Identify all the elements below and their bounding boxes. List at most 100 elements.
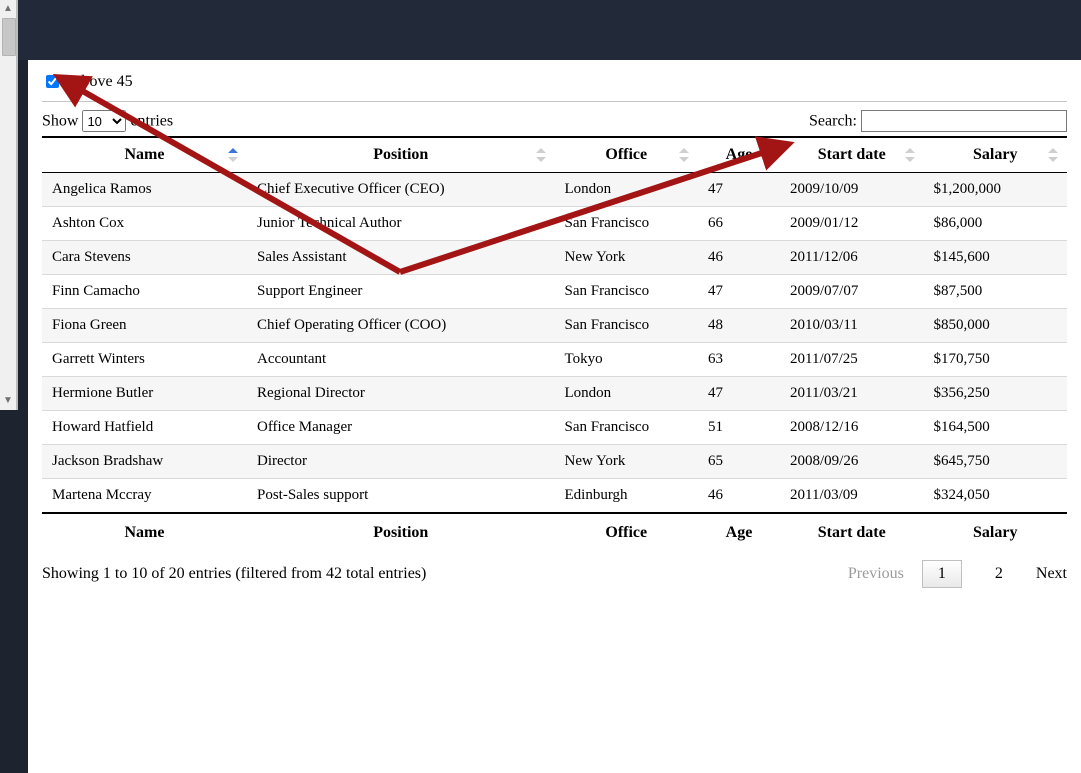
cell-salary: $1,200,000 xyxy=(924,173,1068,207)
col-footer: Office xyxy=(555,513,699,552)
sort-icon xyxy=(535,148,547,162)
cell-name: Ashton Cox xyxy=(42,207,247,241)
cell-start: 2009/10/09 xyxy=(780,173,924,207)
cell-age: 51 xyxy=(698,411,780,445)
sort-icon xyxy=(1047,148,1059,162)
top-banner xyxy=(18,0,1081,60)
filter-label-above45[interactable]: Above 45 xyxy=(70,73,133,91)
cell-age: 46 xyxy=(698,241,780,275)
col-footer: Start date xyxy=(780,513,924,552)
sort-icon xyxy=(227,148,239,162)
cell-pos: Junior Technical Author xyxy=(247,207,555,241)
cell-pos: Director xyxy=(247,445,555,479)
cell-office: San Francisco xyxy=(555,207,699,241)
sort-icon xyxy=(678,148,690,162)
col-header-label: Position xyxy=(373,146,428,163)
col-footer: Age xyxy=(698,513,780,552)
cell-start: 2008/12/16 xyxy=(780,411,924,445)
length-select[interactable]: 102550100 xyxy=(82,110,126,132)
cell-name: Angelica Ramos xyxy=(42,173,247,207)
table-row: Hermione ButlerRegional DirectorLondon47… xyxy=(42,377,1067,411)
scroll-up-btn[interactable]: ▲ xyxy=(0,0,16,18)
cell-salary: $164,500 xyxy=(924,411,1068,445)
page-number-2[interactable]: 2 xyxy=(980,561,1018,587)
cell-age: 47 xyxy=(698,377,780,411)
cell-name: Jackson Bradshaw xyxy=(42,445,247,479)
col-header-office[interactable]: Office xyxy=(555,137,699,173)
col-header-age[interactable]: Age xyxy=(698,137,780,173)
cell-start: 2009/07/07 xyxy=(780,275,924,309)
pagination: Previous 12 Next xyxy=(848,560,1067,588)
col-header-name[interactable]: Name xyxy=(42,137,247,173)
cell-name: Garrett Winters xyxy=(42,343,247,377)
table-row: Fiona GreenChief Operating Officer (COO)… xyxy=(42,309,1067,343)
cell-pos: Sales Assistant xyxy=(247,241,555,275)
cell-office: New York xyxy=(555,241,699,275)
filter-checkbox-above45[interactable] xyxy=(46,75,59,88)
cell-salary: $850,000 xyxy=(924,309,1068,343)
cell-age: 48 xyxy=(698,309,780,343)
data-table: NamePositionOfficeAgeStart dateSalary An… xyxy=(42,136,1067,552)
cell-salary: $645,750 xyxy=(924,445,1068,479)
cell-start: 2009/01/12 xyxy=(780,207,924,241)
col-header-start[interactable]: Start date xyxy=(780,137,924,173)
cell-age: 65 xyxy=(698,445,780,479)
cell-age: 47 xyxy=(698,173,780,207)
cell-age: 47 xyxy=(698,275,780,309)
cell-office: San Francisco xyxy=(555,309,699,343)
cell-name: Fiona Green xyxy=(42,309,247,343)
cell-office: San Francisco xyxy=(555,411,699,445)
table-row: Howard HatfieldOffice ManagerSan Francis… xyxy=(42,411,1067,445)
cell-name: Howard Hatfield xyxy=(42,411,247,445)
col-header-label: Salary xyxy=(973,146,1017,163)
cell-salary: $170,750 xyxy=(924,343,1068,377)
cell-salary: $356,250 xyxy=(924,377,1068,411)
col-header-pos[interactable]: Position xyxy=(247,137,555,173)
sort-icon xyxy=(904,148,916,162)
cell-salary: $86,000 xyxy=(924,207,1068,241)
search-label: Search: xyxy=(809,113,857,130)
scroll-down-btn[interactable]: ▼ xyxy=(0,392,16,410)
cell-office: London xyxy=(555,173,699,207)
cell-start: 2010/03/11 xyxy=(780,309,924,343)
search-input[interactable] xyxy=(861,110,1067,132)
cell-start: 2011/07/25 xyxy=(780,343,924,377)
cell-name: Martena Mccray xyxy=(42,479,247,514)
cell-start: 2008/09/26 xyxy=(780,445,924,479)
cell-pos: Chief Operating Officer (COO) xyxy=(247,309,555,343)
page-number-1[interactable]: 1 xyxy=(922,560,962,588)
cell-name: Cara Stevens xyxy=(42,241,247,275)
cell-salary: $145,600 xyxy=(924,241,1068,275)
page-scrollbar[interactable]: ▲ ▼ xyxy=(0,0,18,410)
cell-office: New York xyxy=(555,445,699,479)
page-prev[interactable]: Previous xyxy=(848,565,904,583)
length-prefix: Show xyxy=(42,113,78,130)
cell-office: San Francisco xyxy=(555,275,699,309)
page-next[interactable]: Next xyxy=(1036,565,1067,583)
table-row: Martena MccrayPost-Sales supportEdinburg… xyxy=(42,479,1067,514)
table-row: Garrett WintersAccountantTokyo632011/07/… xyxy=(42,343,1067,377)
col-footer: Name xyxy=(42,513,247,552)
cell-pos: Accountant xyxy=(247,343,555,377)
col-header-label: Office xyxy=(605,146,647,163)
table-row: Cara StevensSales AssistantNew York46201… xyxy=(42,241,1067,275)
table-row: Ashton CoxJunior Technical AuthorSan Fra… xyxy=(42,207,1067,241)
cell-start: 2011/03/09 xyxy=(780,479,924,514)
col-header-salary[interactable]: Salary xyxy=(924,137,1068,173)
scroll-thumb[interactable] xyxy=(2,18,16,56)
cell-office: London xyxy=(555,377,699,411)
cell-pos: Regional Director xyxy=(247,377,555,411)
col-footer: Salary xyxy=(924,513,1068,552)
length-control: Show 102550100 entries xyxy=(42,110,173,132)
table-row: Finn CamachoSupport EngineerSan Francisc… xyxy=(42,275,1067,309)
cell-age: 63 xyxy=(698,343,780,377)
cell-name: Finn Camacho xyxy=(42,275,247,309)
cell-pos: Support Engineer xyxy=(247,275,555,309)
cell-name: Hermione Butler xyxy=(42,377,247,411)
table-row: Jackson BradshawDirectorNew York652008/0… xyxy=(42,445,1067,479)
col-header-label: Age xyxy=(726,146,753,163)
table-row: Angelica RamosChief Executive Officer (C… xyxy=(42,173,1067,207)
cell-office: Tokyo xyxy=(555,343,699,377)
cell-pos: Post-Sales support xyxy=(247,479,555,514)
cell-start: 2011/12/06 xyxy=(780,241,924,275)
